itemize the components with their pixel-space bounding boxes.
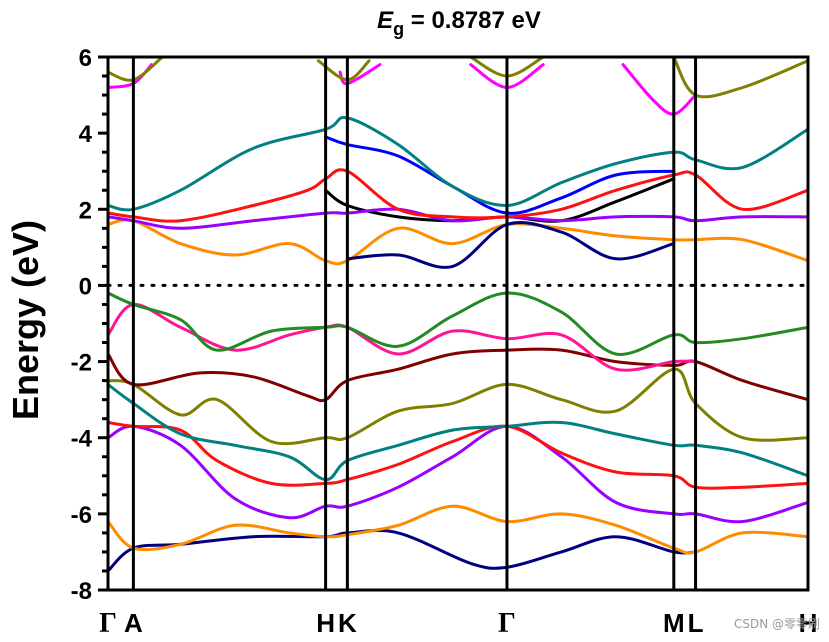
kpoint-label-5: M: [663, 608, 685, 638]
band-line-15: [108, 115, 808, 212]
band-line-7: [108, 302, 698, 372]
title-sub: g: [393, 19, 404, 39]
y-tick-label-0: -8: [71, 578, 92, 605]
band-line-0: [108, 529, 698, 573]
band-line-13: [108, 168, 808, 223]
bands: [108, 57, 808, 573]
plot-frame: [106, 55, 810, 592]
band-line-6: [108, 347, 808, 403]
band-line-12: [108, 207, 808, 230]
band-line-14: [324, 135, 676, 215]
band-line-4: [108, 382, 808, 482]
kpoint-label-3: K: [338, 608, 357, 638]
y-tick-label-4: 0: [79, 273, 92, 300]
y-tick-label-5: 2: [79, 197, 92, 224]
band-line-9: [324, 177, 676, 223]
band-line-17: [108, 57, 164, 82]
chart-title: Eg = 0.8787 eV: [377, 7, 541, 39]
band-line-1: [108, 504, 808, 555]
kpoint-label-1: A: [124, 608, 143, 638]
band-line-23: [672, 57, 808, 99]
svg-text:Eg = 0.8787 eV: Eg = 0.8787 eV: [377, 7, 541, 39]
y-tick-label-3: -2: [71, 350, 92, 377]
band-line-10: [108, 218, 808, 266]
title-rest: = 0.8787 eV: [404, 7, 541, 34]
kpoint-label-6: L: [688, 608, 704, 638]
band-line-2: [108, 424, 808, 524]
kpoint-label-2: H: [316, 608, 335, 638]
title-var: E: [377, 7, 394, 34]
y-tick-label-6: 4: [79, 121, 93, 148]
y-tick-label-1: -6: [71, 502, 92, 529]
y-tick-label-2: -4: [71, 426, 93, 453]
y-axis-label: Energy (eV): [5, 220, 46, 420]
band-line-5: [108, 367, 808, 446]
kpoint-label-0: Γ: [99, 608, 117, 639]
band-line-3: [108, 421, 808, 490]
band-line-8: [108, 291, 808, 356]
kpoint-label-4: Γ: [498, 608, 516, 639]
watermark: CSDN @零零刷: [734, 617, 820, 631]
y-tick-label-7: 6: [79, 45, 92, 72]
kpoint-label-7: H: [799, 608, 818, 638]
band-line-22: [621, 63, 698, 116]
